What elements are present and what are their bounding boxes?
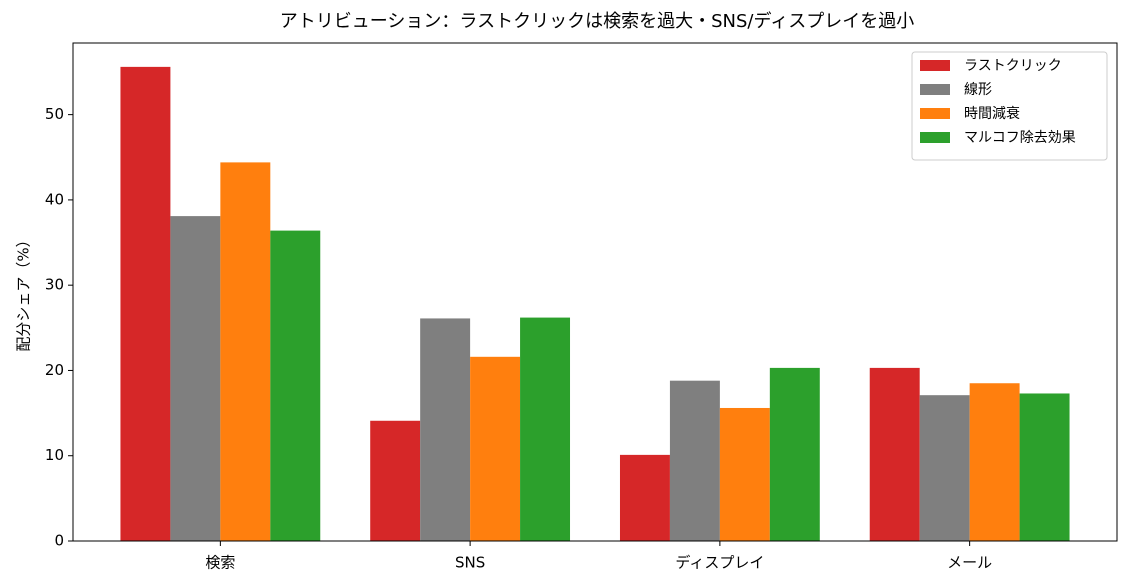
legend-swatch: [920, 108, 950, 119]
bar: [769, 367, 820, 541]
x-tick-label: 検索: [205, 554, 235, 572]
x-tick-label: SNS: [455, 554, 485, 572]
legend-swatch: [920, 60, 950, 71]
bar: [619, 454, 670, 541]
y-tick-label: 40: [45, 190, 64, 208]
axes-frame: [72, 42, 1118, 542]
legend-label: マルコフ除去効果: [964, 130, 1076, 146]
bar: [420, 318, 471, 541]
bar: [719, 407, 770, 541]
bar: [120, 66, 171, 541]
legend-label: ラストクリック: [964, 58, 1062, 74]
legend-box: [911, 51, 1108, 161]
y-axis-label: 配分シェア（%）: [15, 232, 33, 351]
bar: [1019, 393, 1070, 541]
chart-title: アトリビューション：ラストクリックは検索を過大・SNS/ディスプレイを過小: [280, 11, 914, 32]
legend-label: 時間減衰: [964, 105, 1020, 122]
bar: [470, 356, 521, 541]
bar: [220, 162, 271, 542]
y-tick-label: 20: [45, 361, 64, 379]
bar: [919, 395, 970, 541]
bar: [370, 420, 421, 541]
legend-swatch: [920, 84, 950, 95]
bar: [520, 317, 571, 541]
bar: [969, 383, 1020, 541]
bar: [669, 380, 720, 541]
y-tick-label: 50: [45, 105, 64, 123]
y-tick-label: 10: [45, 446, 64, 464]
bar: [170, 216, 221, 541]
x-tick-label: メール: [947, 554, 992, 572]
bar: [869, 367, 920, 541]
x-tick-label: ディスプレイ: [675, 554, 764, 572]
legend-label: 線形: [964, 82, 992, 98]
y-tick-label: 30: [45, 276, 64, 294]
legend-swatch: [920, 132, 950, 143]
y-tick-label: 0: [54, 532, 64, 550]
bar: [270, 230, 321, 542]
